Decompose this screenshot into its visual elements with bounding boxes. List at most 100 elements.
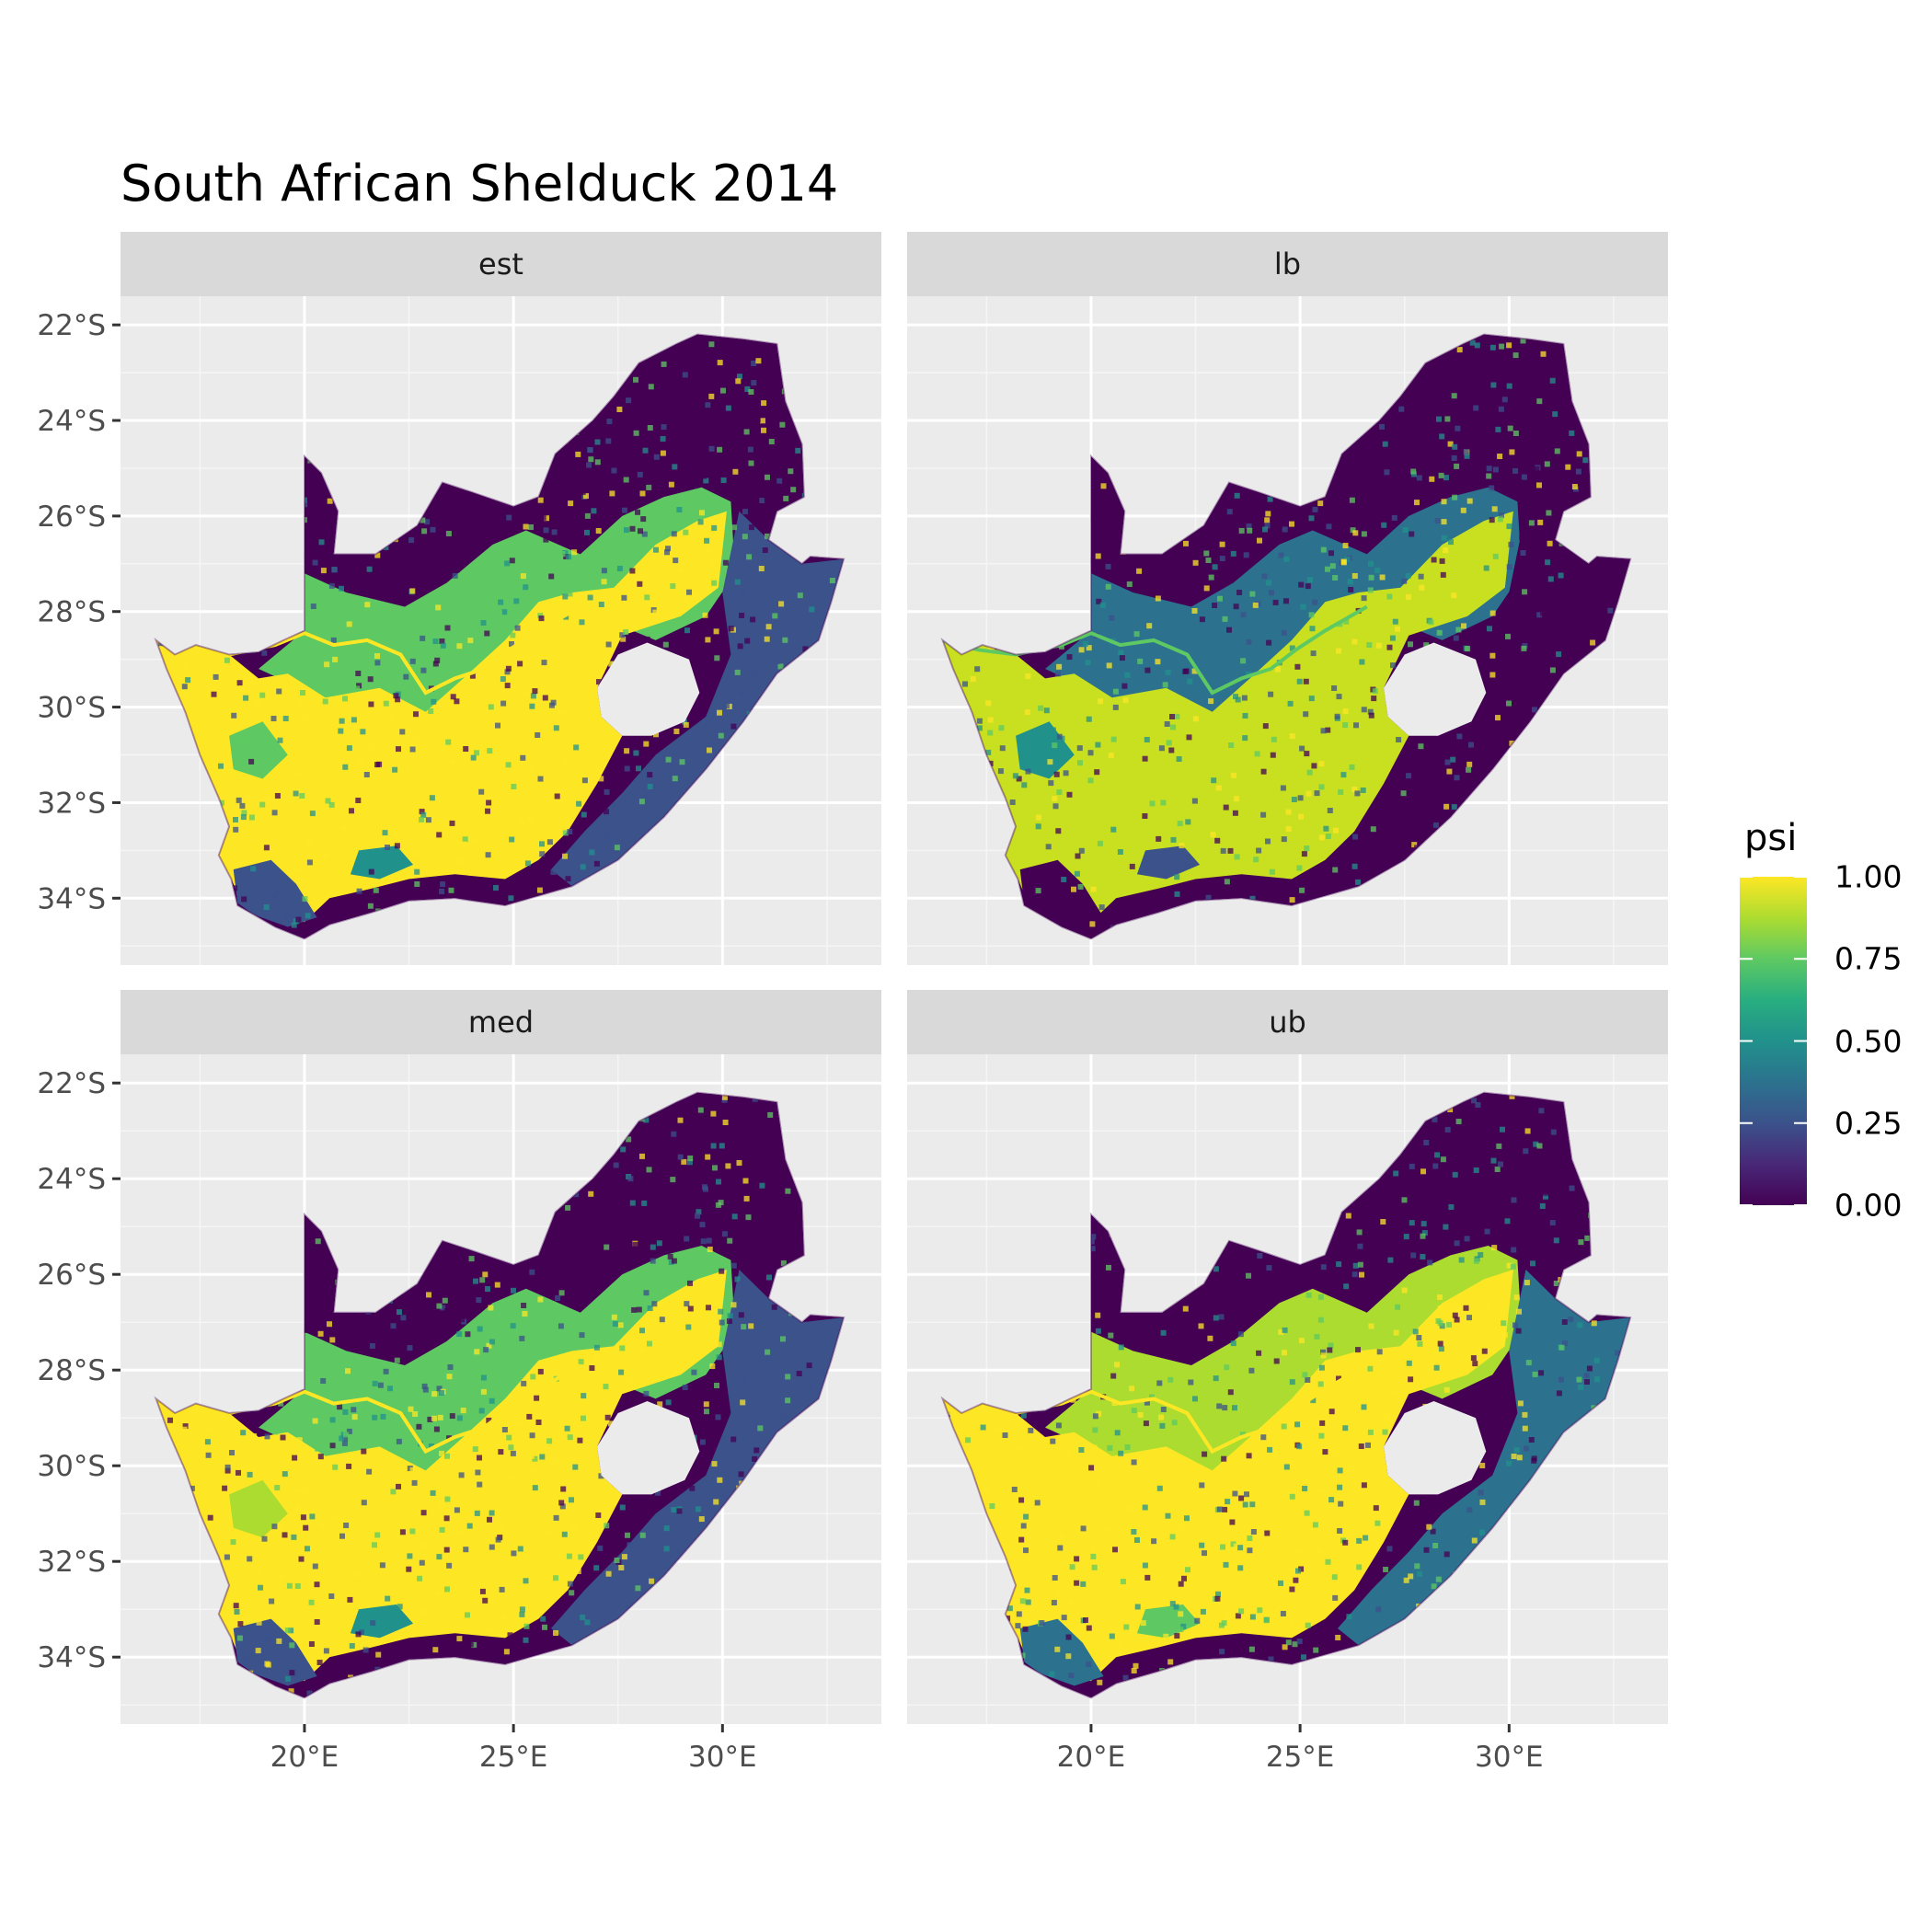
raster-cell <box>560 1486 567 1492</box>
raster-cell <box>505 762 512 768</box>
raster-cell <box>1166 740 1172 746</box>
raster-cell <box>1556 651 1562 658</box>
raster-cell <box>367 903 374 909</box>
raster-cell <box>543 549 549 556</box>
raster-cell <box>1160 1329 1167 1336</box>
raster-cell <box>1142 755 1148 762</box>
raster-cell <box>241 896 247 903</box>
raster-cell <box>615 449 622 455</box>
raster-cell <box>1343 618 1350 625</box>
raster-cell <box>581 1393 587 1399</box>
raster-cell <box>1325 566 1330 572</box>
raster-cell <box>1213 881 1219 888</box>
raster-cell <box>581 777 588 784</box>
raster-cell <box>1438 1346 1444 1352</box>
raster-cell <box>504 683 511 689</box>
raster-cell <box>567 1434 573 1441</box>
raster-cell <box>431 1391 438 1397</box>
raster-cell <box>1095 553 1101 559</box>
raster-cell <box>1296 1443 1303 1450</box>
raster-cell <box>397 1294 403 1300</box>
raster-cell <box>1452 1171 1458 1178</box>
raster-cell <box>980 1424 986 1431</box>
raster-cell <box>306 859 313 866</box>
raster-cell <box>1233 694 1238 700</box>
raster-cell <box>1057 1545 1064 1551</box>
raster-cell <box>736 1160 742 1166</box>
raster-cell <box>629 1200 636 1206</box>
raster-cell <box>1227 847 1234 854</box>
raster-cell <box>355 798 362 803</box>
raster-cell <box>1498 1161 1503 1167</box>
raster-cell <box>1192 716 1199 722</box>
raster-cell <box>1332 1594 1339 1601</box>
raster-cell <box>1342 1425 1349 1432</box>
raster-cell <box>785 1188 791 1194</box>
raster-cell <box>635 509 640 515</box>
raster-cell <box>806 1363 812 1369</box>
raster-cell <box>768 439 775 444</box>
raster-cell <box>365 747 372 753</box>
raster-cell <box>1509 1093 1515 1099</box>
raster-cell <box>1022 1626 1029 1632</box>
raster-cell <box>710 1110 717 1117</box>
raster-cell <box>308 1641 315 1647</box>
raster-cell <box>765 474 770 480</box>
raster-cell <box>1501 397 1508 403</box>
raster-cell <box>758 566 765 571</box>
raster-cell <box>1525 1360 1532 1366</box>
raster-cell <box>1347 579 1353 585</box>
raster-cell <box>1159 1422 1166 1429</box>
raster-cell <box>522 1311 528 1317</box>
raster-cell <box>1114 1362 1120 1368</box>
raster-cell <box>312 559 318 566</box>
raster-cell <box>1121 683 1128 689</box>
raster-cell <box>717 709 722 716</box>
raster-cell <box>1346 1614 1352 1620</box>
raster-cell <box>1264 523 1271 529</box>
raster-cell <box>522 1573 528 1580</box>
raster-cell <box>486 1342 492 1349</box>
raster-cell <box>362 1647 369 1653</box>
raster-cell <box>610 569 616 575</box>
raster-cell <box>751 380 757 386</box>
raster-cell <box>1342 543 1349 548</box>
raster-cell <box>1356 1229 1363 1236</box>
raster-cell <box>1288 1618 1294 1625</box>
raster-cell <box>1289 645 1295 651</box>
raster-cell <box>1298 1566 1305 1572</box>
raster-cell <box>232 885 238 891</box>
raster-cell <box>263 904 270 911</box>
raster-cell <box>1059 1533 1065 1539</box>
raster-cell <box>315 1238 321 1245</box>
raster-cell <box>1173 1604 1179 1610</box>
raster-cell <box>554 1251 559 1258</box>
raster-cell <box>291 1534 297 1540</box>
raster-cell <box>1336 1261 1342 1268</box>
raster-cell <box>1019 1652 1026 1659</box>
raster-cell <box>239 802 246 809</box>
raster-cell <box>523 690 530 696</box>
raster-cell <box>647 1340 652 1347</box>
raster-cell <box>256 1619 262 1626</box>
raster-cell <box>759 498 765 503</box>
raster-cell <box>691 1369 697 1375</box>
raster-cell <box>1247 527 1253 534</box>
raster-cell <box>708 445 715 452</box>
raster-cell <box>604 1201 610 1207</box>
raster-cell <box>730 723 737 730</box>
raster-cell <box>1441 535 1447 541</box>
raster-cell <box>737 643 743 650</box>
raster-cell <box>1205 894 1212 901</box>
raster-cell <box>1368 1300 1374 1306</box>
raster-cell <box>234 1609 240 1615</box>
raster-cell <box>489 1397 495 1404</box>
raster-cell <box>1387 1257 1394 1263</box>
raster-cell <box>1451 455 1457 461</box>
raster-cell <box>1464 453 1470 459</box>
raster-cell <box>1220 847 1226 854</box>
raster-cell <box>1240 658 1247 664</box>
raster-cell <box>1475 1102 1481 1108</box>
raster-cell <box>577 1437 583 1443</box>
y-tick-label: 24°S <box>37 405 106 438</box>
